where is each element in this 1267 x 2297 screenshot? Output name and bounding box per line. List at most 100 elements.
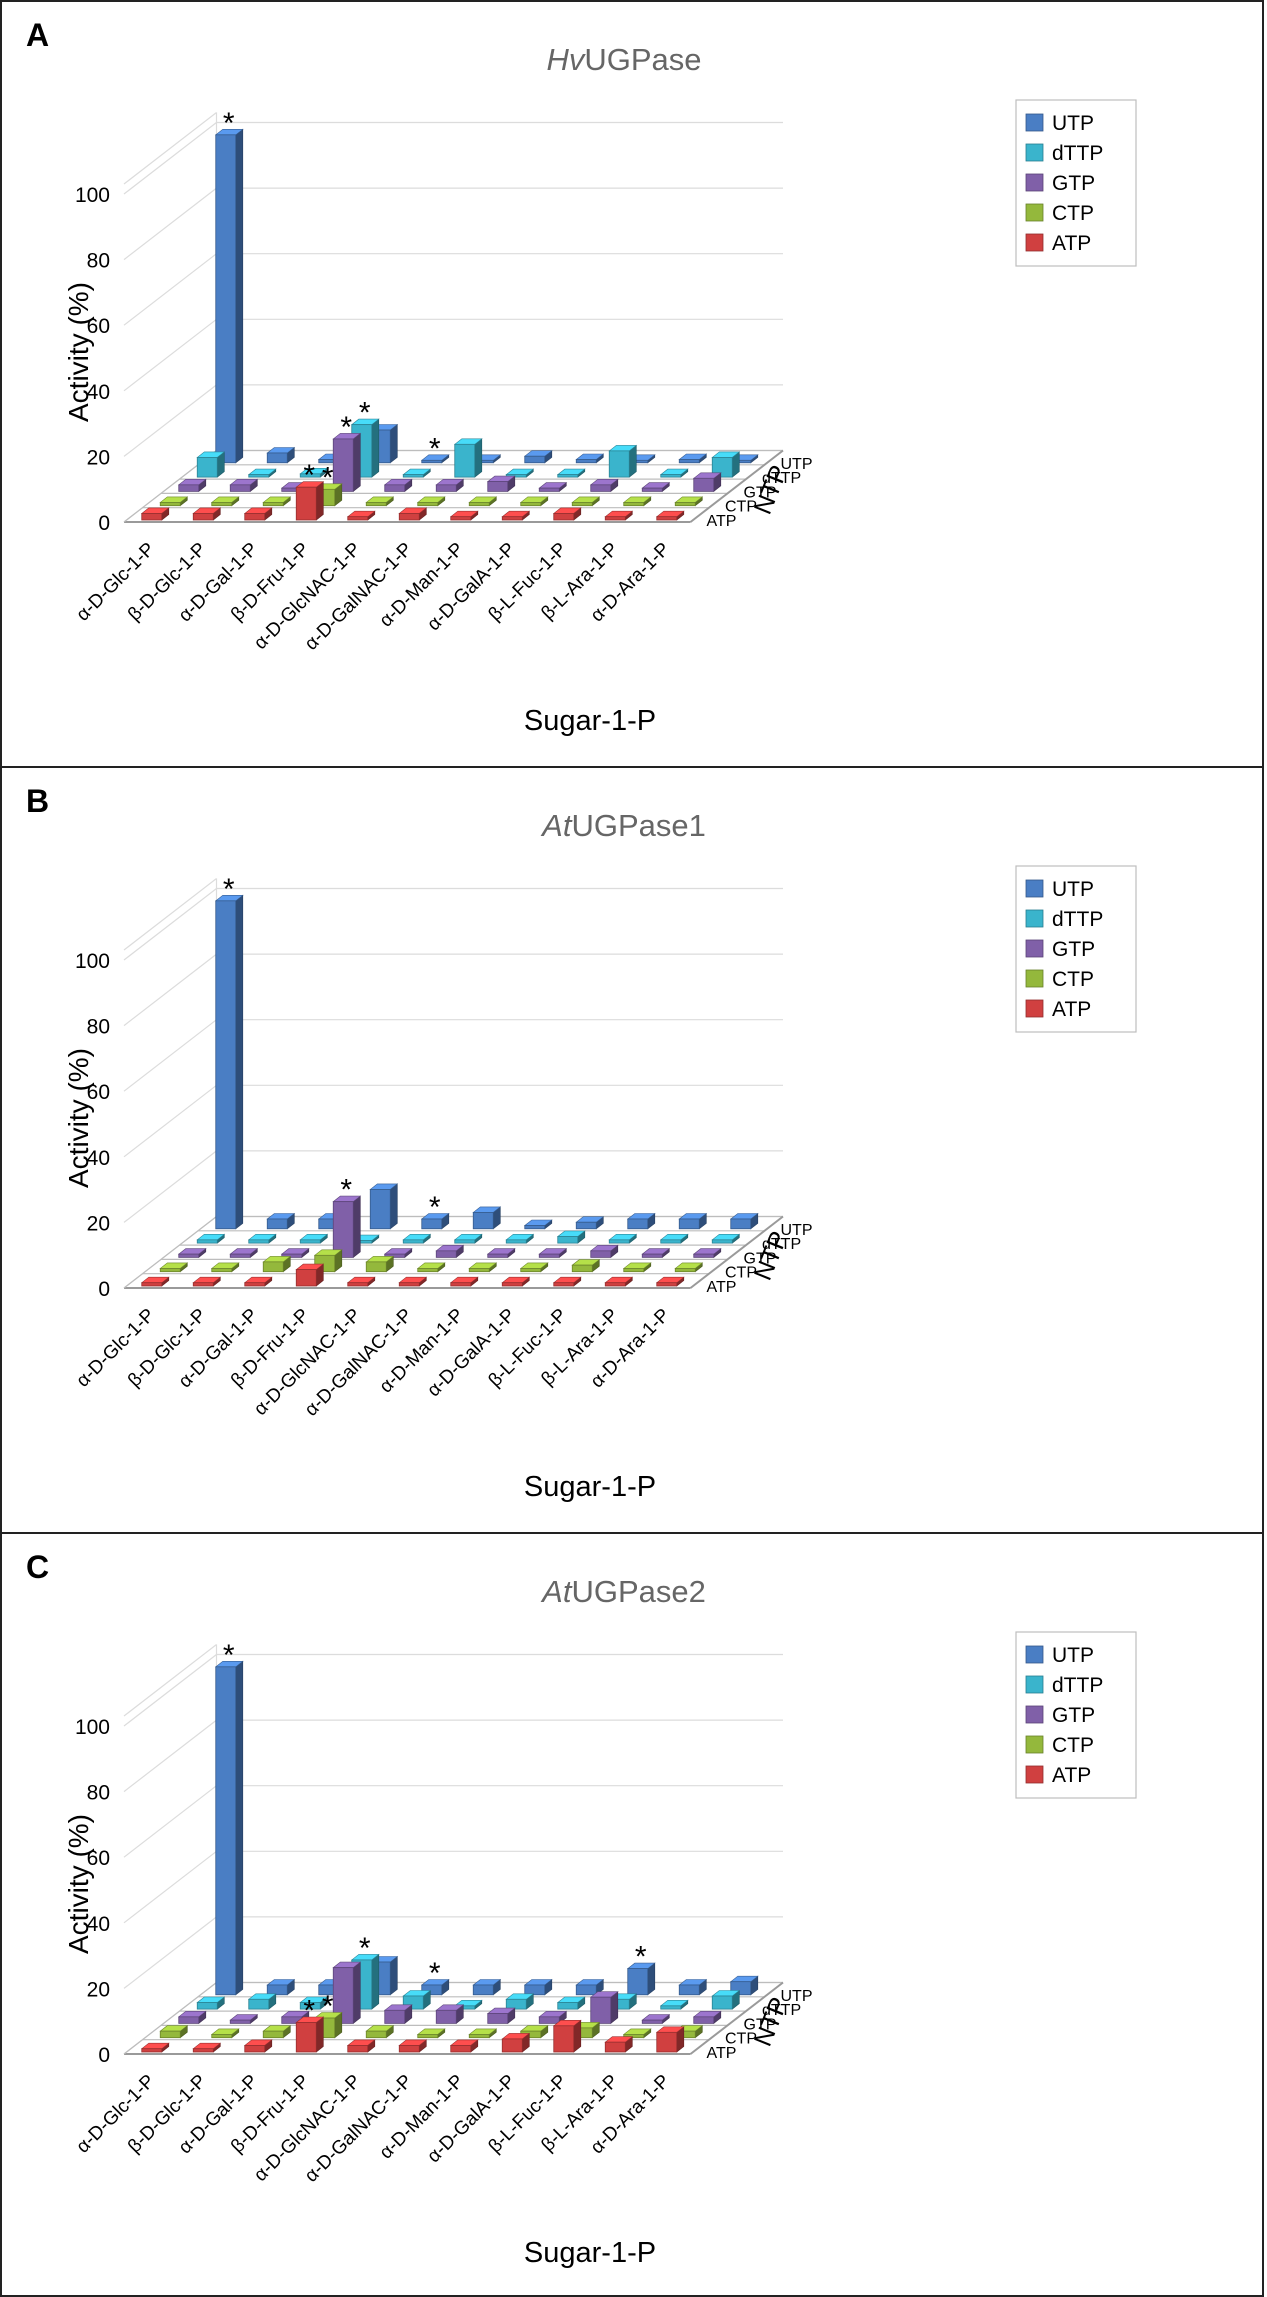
y-tick-label: 0 — [98, 1278, 110, 1301]
star-utp-d-glcnac-1-p: * — [429, 1191, 441, 1224]
depth-label-dttp: dTTP — [762, 1236, 801, 1253]
panel-letter: A — [26, 17, 49, 53]
bar-dttp-l-ara-1-p — [659, 1999, 689, 2010]
significance-stars: ****** — [223, 1639, 647, 2028]
gridline-side — [123, 1150, 217, 1223]
bar-utp-d-man-1-p — [523, 1219, 553, 1230]
bar-atp-d-gala-1-p — [501, 1276, 531, 1287]
gridline-side — [123, 1019, 217, 1092]
bar-utp-d-glc-1-p — [214, 1660, 244, 1996]
bar-ctp-d-glc-1-p — [210, 1262, 240, 1273]
legend-swatch-utp — [1025, 1645, 1044, 1664]
star-ctp-d-fru-1-p: * — [322, 1990, 334, 2023]
star-gtp-d-fru-1-p: * — [340, 1174, 352, 1207]
bar-atp-d-glcnac-1-p — [346, 1276, 376, 1287]
legend-swatch-gtp — [1025, 1705, 1044, 1724]
bar-gtp-l-ara-1-p — [641, 481, 671, 493]
star-dttp-d-fru-1-p: * — [359, 1932, 371, 1965]
bar-dttp-d-gala-1-p — [556, 468, 586, 478]
bar-dttp-l-fuc-1-p — [608, 444, 638, 478]
bar-atp-d-fru-1-p — [295, 2016, 325, 2053]
bar-dttp-l-fuc-1-p — [608, 1233, 638, 1244]
bar-dttp-d-ara-1-p — [711, 1233, 741, 1244]
bar-ctp-d-ara-1-p — [674, 1262, 704, 1273]
bar-ctp-d-man-1-p — [468, 2028, 498, 2039]
legend-label-atp: ATP — [1052, 232, 1091, 255]
bar-ctp-d-gala-1-p — [519, 1262, 549, 1273]
legend-swatch-gtp — [1025, 939, 1044, 958]
star-ctp-d-fru-1-p: * — [322, 461, 334, 494]
y-tick-label: 100 — [75, 950, 110, 973]
bar-dttp-d-galnac-1-p — [453, 1233, 483, 1244]
bar-dttp-d-man-1-p — [505, 1233, 535, 1244]
bar-atp-d-glc-1-p — [192, 1276, 222, 1287]
panel-c: C AtUGPase2 0 20 40 60 80 100 UTP dTTP GTP CTP ATP NT… — [0, 1532, 1264, 2297]
bar-dttp-d-glc-1-p — [196, 1996, 226, 2010]
bar-atp-d-gala-1-p — [501, 2032, 531, 2053]
bar-gtp-d-man-1-p — [486, 475, 516, 493]
bar-atp-d-man-1-p — [449, 2039, 479, 2053]
y-tick-label: 0 — [98, 2044, 110, 2067]
bar-dttp-l-ara-1-p — [659, 468, 689, 478]
star-utp-d-glc-1-p: * — [223, 873, 235, 906]
x-axis-title: Sugar-1-P — [524, 705, 656, 737]
panel-a: A HvUGPase 0 20 40 60 80 100 UTP dTTP GTP CTP ATP NTP… — [0, 0, 1264, 768]
left-wall-top — [123, 878, 217, 951]
legend-label-utp: UTP — [1052, 1644, 1094, 1667]
bar-ctp-d-galnac-1-p — [416, 496, 446, 507]
chart-title: AtUGPase1 — [540, 808, 706, 843]
panel-letter: C — [26, 1549, 49, 1585]
bar-gtp-d-glcnac-1-p — [383, 478, 413, 493]
bar-ctp-d-gal-1-p — [262, 496, 292, 507]
bar-ctp-d-glc-1-p — [159, 496, 189, 507]
depth-label-atp: ATP — [707, 513, 737, 530]
floor-left-edge — [123, 1216, 217, 1289]
bar-gtp-d-ara-1-p — [692, 472, 722, 493]
bar-ctp-d-glc-1-p — [210, 2028, 240, 2039]
depth-axis-line — [689, 1215, 784, 1289]
bar-atp-d-ara-1-p — [655, 2026, 685, 2053]
depth-label-ctp: CTP — [725, 2031, 757, 2048]
bar-gtp-l-fuc-1-p — [589, 1991, 619, 2025]
legend: UTP dTTP GTP CTP ATP — [1015, 99, 1137, 267]
bar-atp-d-gal-1-p — [243, 2039, 273, 2053]
bar-atp-d-glcnac-1-p — [346, 2039, 376, 2053]
gridline-side — [123, 1850, 217, 1924]
gridline-side — [123, 1084, 217, 1158]
bar-gtp-l-fuc-1-p — [589, 1244, 619, 1259]
legend-swatch-dttp — [1025, 143, 1044, 162]
y-tick-label: 80 — [87, 250, 110, 273]
depth-label-dttp: dTTP — [762, 2002, 801, 2019]
bar-dttp-d-glcnac-1-p — [402, 1233, 432, 1244]
y-tick-label: 20 — [87, 1212, 110, 1235]
bar-gtp-d-glc-1-p — [177, 2010, 207, 2025]
legend-label-dttp: dTTP — [1052, 142, 1103, 165]
bar-atp-d-man-1-p — [449, 1276, 479, 1287]
bar-gtp-d-gala-1-p — [538, 1247, 568, 1259]
bar-utp-d-man-1-p — [523, 1978, 553, 1996]
bar-atp-l-ara-1-p — [604, 2036, 634, 2053]
legend-swatch-atp — [1025, 1765, 1044, 1784]
depth-label-atp: ATP — [707, 1279, 737, 1296]
bar-utp-d-glcnac-1-p — [420, 1978, 450, 1996]
bar-gtp-d-fru-1-p — [332, 432, 362, 493]
bar-atp-d-ara-1-p — [655, 1276, 685, 1287]
star-atp-d-fru-1-p: * — [303, 1994, 315, 2027]
bar-gtp-d-ara-1-p — [692, 2010, 722, 2025]
bar-dttp-d-gala-1-p — [556, 1996, 586, 2010]
legend-swatch-dttp — [1025, 1675, 1044, 1694]
depth-label-gtp: GTP — [744, 484, 777, 501]
y-axis-title: Activity (%) — [63, 1048, 94, 1188]
star-utp-d-glc-1-p: * — [223, 1639, 235, 1672]
bar-utp-d-gala-1-p — [575, 453, 605, 464]
depth-label-gtp: GTP — [744, 2016, 777, 2033]
floor-left-edge — [123, 1982, 217, 2055]
bar-ctp-d-gal-1-p — [262, 1255, 292, 1273]
legend-label-utp: UTP — [1052, 112, 1094, 135]
bar-ctp-l-ara-1-p — [622, 496, 652, 507]
bar-dttp-d-glc-1-p — [196, 1233, 226, 1244]
bar-utp-d-gala-1-p — [575, 1216, 605, 1230]
legend: UTP dTTP GTP CTP ATP — [1015, 1631, 1137, 1799]
bar-atp-l-fuc-1-p — [552, 2019, 582, 2053]
